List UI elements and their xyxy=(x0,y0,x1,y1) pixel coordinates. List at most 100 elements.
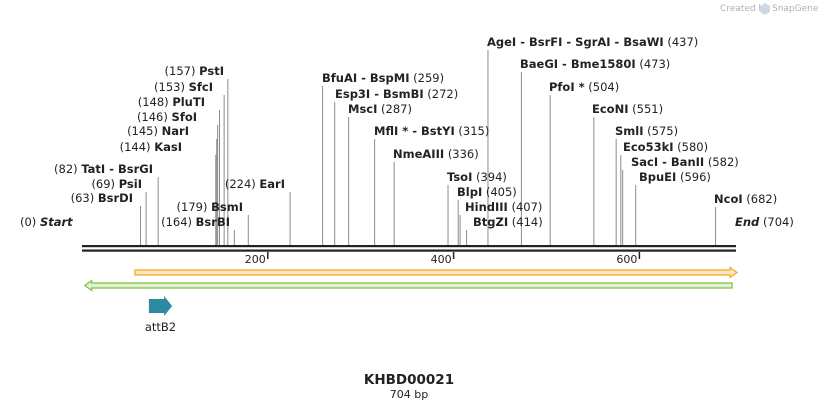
attb2-label: attB2 xyxy=(145,320,176,334)
site-mflI[interactable]: MflI * - BstYI (315) xyxy=(374,124,489,138)
reverse-feature-arrow[interactable] xyxy=(85,281,732,291)
tick-400-label: 400 xyxy=(431,253,452,266)
site-sfoI[interactable]: (146) SfoI xyxy=(137,110,197,124)
site-smlI-position: (575) xyxy=(647,124,678,138)
site-ncoI[interactable]: NcoI (682) xyxy=(714,192,777,206)
site-sacI-position: (582) xyxy=(708,155,739,169)
backbone-top-strand xyxy=(82,245,736,247)
site-mflI-name: MflI * - BstYI xyxy=(374,124,455,138)
site-btgZI-position: (414) xyxy=(512,215,543,229)
forward-feature-arrow[interactable] xyxy=(135,268,737,278)
site-nmeAIII-name: NmeAIII xyxy=(393,147,444,161)
site-tsoI-position: (394) xyxy=(476,170,507,184)
site-plutI[interactable]: (148) PluTI xyxy=(138,95,205,109)
site-tsoI[interactable]: TsoI (394) xyxy=(447,170,507,184)
site-narI[interactable]: (145) NarI xyxy=(127,124,189,138)
site-sacI[interactable]: SacI - BanII (582) xyxy=(631,155,739,169)
site-bsmI-name: BsmI xyxy=(211,200,243,214)
site-mflI-position: (315) xyxy=(458,124,489,138)
site-nmeAIII-position: (336) xyxy=(448,147,479,161)
site-ncoI-name: NcoI xyxy=(714,192,743,206)
site-blpI[interactable]: BlpI (405) xyxy=(457,185,517,199)
site-tatI[interactable]: (82) TatI - BsrGI xyxy=(54,162,153,176)
site-mscI-position: (287) xyxy=(381,102,412,116)
site-kasI-name: KasI xyxy=(154,140,182,154)
site-psiI-position: (69) xyxy=(91,177,115,191)
map-length: 704 bp xyxy=(390,388,428,401)
site-blpI-position: (405) xyxy=(486,185,517,199)
site-mscI[interactable]: MscI (287) xyxy=(348,102,412,116)
site-eco53kI-name: Eco53kI xyxy=(623,140,674,154)
site-baeGI-name: BaeGI - Bme1580I xyxy=(520,57,636,71)
site-ageI[interactable]: AgeI - BsrFI - SgrAI - BsaWI (437) xyxy=(487,35,698,49)
start-position: (0) xyxy=(20,215,36,229)
site-ageI-position: (437) xyxy=(667,35,698,49)
site-sfcI-name: SfcI xyxy=(189,80,213,94)
site-tatI-name: TatI - BsrGI xyxy=(81,162,153,176)
site-ecoNI-position: (551) xyxy=(632,102,663,116)
site-bpuEI-position: (596) xyxy=(680,170,711,184)
site-sacI-name: SacI - BanII xyxy=(631,155,704,169)
site-mscI-name: MscI xyxy=(348,102,377,116)
site-baeGI-position: (473) xyxy=(639,57,670,71)
site-bfuAI[interactable]: BfuAI - BspMI (259) xyxy=(322,71,444,85)
site-hindIII-position: (407) xyxy=(511,200,542,214)
site-pfoI-name: PfoI * xyxy=(549,80,585,94)
site-bpuEI-name: BpuEI xyxy=(639,170,676,184)
site-tatI-position: (82) xyxy=(54,162,78,176)
map-title: KHBD00021 xyxy=(364,372,454,388)
site-narI-name: NarI xyxy=(162,124,189,138)
site-sfoI-position: (146) xyxy=(137,110,168,124)
site-earI-name: EarI xyxy=(259,177,285,191)
site-smlI[interactable]: SmlI (575) xyxy=(615,124,678,138)
site-smlI-name: SmlI xyxy=(615,124,644,138)
end-position: (704) xyxy=(763,215,794,229)
site-ecoNI[interactable]: EcoNI (551) xyxy=(592,102,663,116)
end-name: End xyxy=(735,215,760,229)
site-ncoI-position: (682) xyxy=(746,192,777,206)
site-esp3I-position: (272) xyxy=(427,87,458,101)
site-esp3I-name: Esp3I - BsmBI xyxy=(335,87,424,101)
site-hindIII-name: HindIII xyxy=(465,200,508,214)
features: attB2 xyxy=(85,268,737,335)
site-bpuEI[interactable]: BpuEI (596) xyxy=(639,170,711,184)
site-psiI-name: PsiI xyxy=(119,177,142,191)
attb2-feature-arrow[interactable] xyxy=(149,296,172,316)
site-plutI-name: PluTI xyxy=(172,95,205,109)
site-btgZI[interactable]: BtgZI (414) xyxy=(473,215,543,229)
site-narI-position: (145) xyxy=(127,124,158,138)
site-bsrBI-name: BsrBI xyxy=(196,215,230,229)
site-sfcI[interactable]: (153) SfcI xyxy=(154,80,213,94)
backbone-bottom-strand xyxy=(82,250,736,252)
site-hindIII[interactable]: HindIII (407) xyxy=(465,200,542,214)
site-earI[interactable]: (224) EarI xyxy=(225,177,285,191)
site-ageI-name: AgeI - BsrFI - SgrAI - BsaWI xyxy=(487,35,664,49)
end-label: End (704) xyxy=(735,215,794,229)
site-bfuAI-position: (259) xyxy=(413,71,444,85)
site-eco53kI-position: (580) xyxy=(677,140,708,154)
site-baeGI[interactable]: BaeGI - Bme1580I (473) xyxy=(520,57,670,71)
site-pstI[interactable]: (157) PstI xyxy=(165,64,224,78)
credit-brand: SnapGene xyxy=(772,4,818,14)
site-bsrBI[interactable]: (164) BsrBI xyxy=(161,215,230,229)
site-tsoI-name: TsoI xyxy=(447,170,472,184)
ruler: 200 400 600 xyxy=(245,252,640,266)
site-bsrDI-name: BsrDI xyxy=(98,191,133,205)
site-nmeAIII[interactable]: NmeAIII (336) xyxy=(393,147,479,161)
site-bsrDI-position: (63) xyxy=(71,191,95,205)
site-plutI-position: (148) xyxy=(138,95,169,109)
site-pstI-name: PstI xyxy=(199,64,224,78)
site-bsrDI[interactable]: (63) BsrDI xyxy=(71,191,133,205)
site-pstI-position: (157) xyxy=(165,64,196,78)
site-pfoI[interactable]: PfoI * (504) xyxy=(549,80,619,94)
site-sfcI-position: (153) xyxy=(154,80,185,94)
site-eco53kI[interactable]: Eco53kI (580) xyxy=(623,140,708,154)
tick-200-label: 200 xyxy=(245,253,266,266)
site-esp3I[interactable]: Esp3I - BsmBI (272) xyxy=(335,87,458,101)
site-psiI[interactable]: (69) PsiI xyxy=(91,177,142,191)
backbone xyxy=(82,245,736,252)
site-bsrBI-position: (164) xyxy=(161,215,192,229)
site-kasI[interactable]: (144) KasI xyxy=(120,140,182,154)
site-bsmI[interactable]: (179) BsmI xyxy=(177,200,243,214)
site-btgZI-name: BtgZI xyxy=(473,215,508,229)
